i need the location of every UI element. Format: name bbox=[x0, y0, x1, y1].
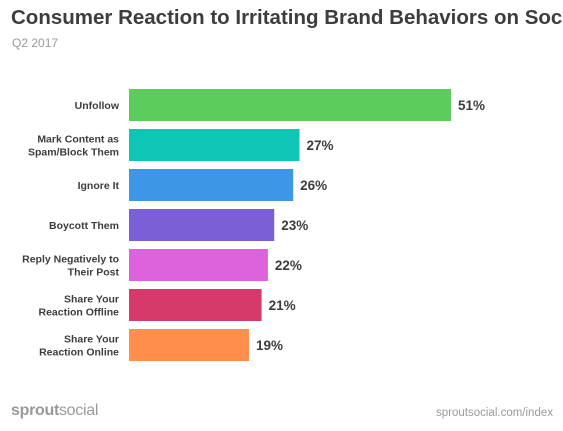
category-label-line: Share Your bbox=[64, 334, 119, 346]
value-label-0: 51% bbox=[458, 98, 485, 113]
bar-2 bbox=[129, 169, 294, 201]
category-label-4: Reply Negatively to Their Post bbox=[22, 254, 119, 279]
category-label-5: Share Your Reaction Offline bbox=[38, 294, 119, 319]
category-label-line: Reply Negatively to bbox=[22, 254, 119, 266]
chart-subtitle: Q2 2017 bbox=[12, 36, 59, 50]
category-label-1: Mark Content as Spam/Block Them bbox=[28, 134, 119, 159]
category-label-line: Reaction Offline bbox=[38, 307, 119, 319]
category-label-0: Unfollow bbox=[75, 100, 120, 112]
category-label-line: Boycott Them bbox=[49, 220, 119, 232]
value-label-6: 19% bbox=[256, 338, 283, 353]
value-label-3: 23% bbox=[281, 218, 308, 233]
bar-4 bbox=[129, 249, 268, 281]
logo-sprout-text: sprout bbox=[11, 402, 59, 419]
category-label-line: Mark Content as bbox=[37, 134, 119, 146]
category-label-3: Boycott Them bbox=[49, 220, 119, 232]
source-url: sproutsocial.com/index bbox=[436, 407, 553, 419]
bar-6 bbox=[129, 329, 249, 361]
bar-5 bbox=[129, 289, 262, 321]
category-label-line: Their Post bbox=[68, 267, 120, 279]
category-label-line: Share Your bbox=[64, 294, 119, 306]
logo-social-text: social bbox=[58, 402, 99, 419]
value-label-4: 22% bbox=[275, 258, 302, 273]
bar-1 bbox=[129, 129, 300, 161]
sproutsocial-logo: sproutsocial bbox=[11, 402, 98, 420]
value-label-2: 26% bbox=[300, 178, 327, 193]
category-label-line: Unfollow bbox=[75, 100, 120, 112]
value-label-1: 27% bbox=[306, 138, 333, 153]
category-label-2: Ignore It bbox=[78, 180, 120, 192]
category-label-line: Spam/Block Them bbox=[28, 147, 119, 159]
category-label-line: Reaction Online bbox=[39, 347, 119, 359]
category-label-line: Ignore It bbox=[78, 180, 120, 192]
bar-0 bbox=[129, 89, 451, 121]
bar-3 bbox=[129, 209, 275, 241]
category-label-6: Share Your Reaction Online bbox=[39, 334, 119, 359]
chart-title: Consumer Reaction to Irritating Brand Be… bbox=[11, 6, 563, 29]
value-label-5: 21% bbox=[269, 298, 296, 313]
